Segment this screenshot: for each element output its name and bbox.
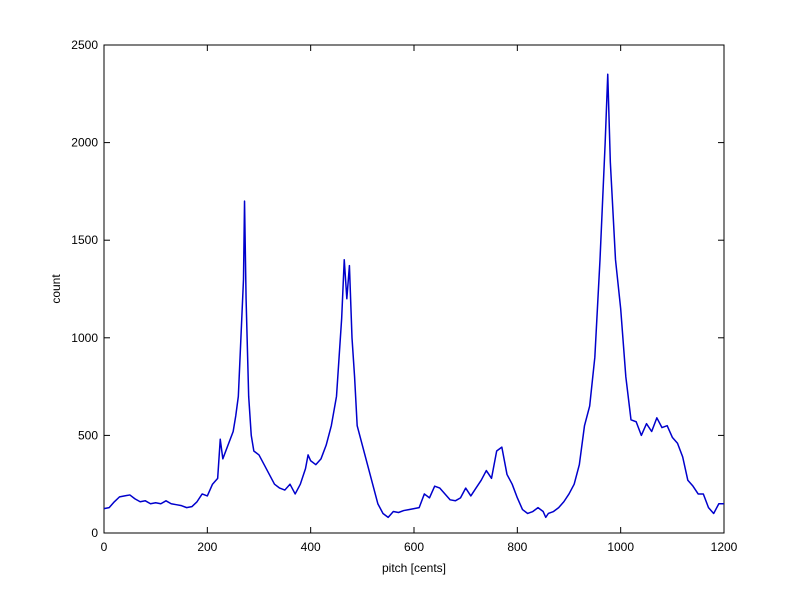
y-tick-label: 1500 bbox=[71, 233, 98, 247]
x-tick-label: 600 bbox=[404, 540, 424, 554]
y-axis-label: count bbox=[49, 274, 63, 304]
x-tick-label: 400 bbox=[301, 540, 321, 554]
y-tick-label: 2500 bbox=[71, 38, 98, 52]
y-tick-label: 2000 bbox=[71, 136, 98, 150]
y-tick-label: 500 bbox=[78, 428, 98, 442]
x-tick-label: 800 bbox=[507, 540, 527, 554]
axes-box bbox=[103, 44, 725, 534]
x-tick-label: 200 bbox=[197, 540, 217, 554]
x-tick-label: 0 bbox=[101, 540, 108, 554]
x-tick-label: 1200 bbox=[711, 540, 738, 554]
x-axis-label: pitch [cents] bbox=[382, 561, 446, 575]
x-tick-label: 1000 bbox=[607, 540, 634, 554]
data-line bbox=[103, 73, 724, 519]
y-tick-label: 1000 bbox=[71, 331, 98, 345]
y-tick-label: 0 bbox=[91, 526, 98, 540]
